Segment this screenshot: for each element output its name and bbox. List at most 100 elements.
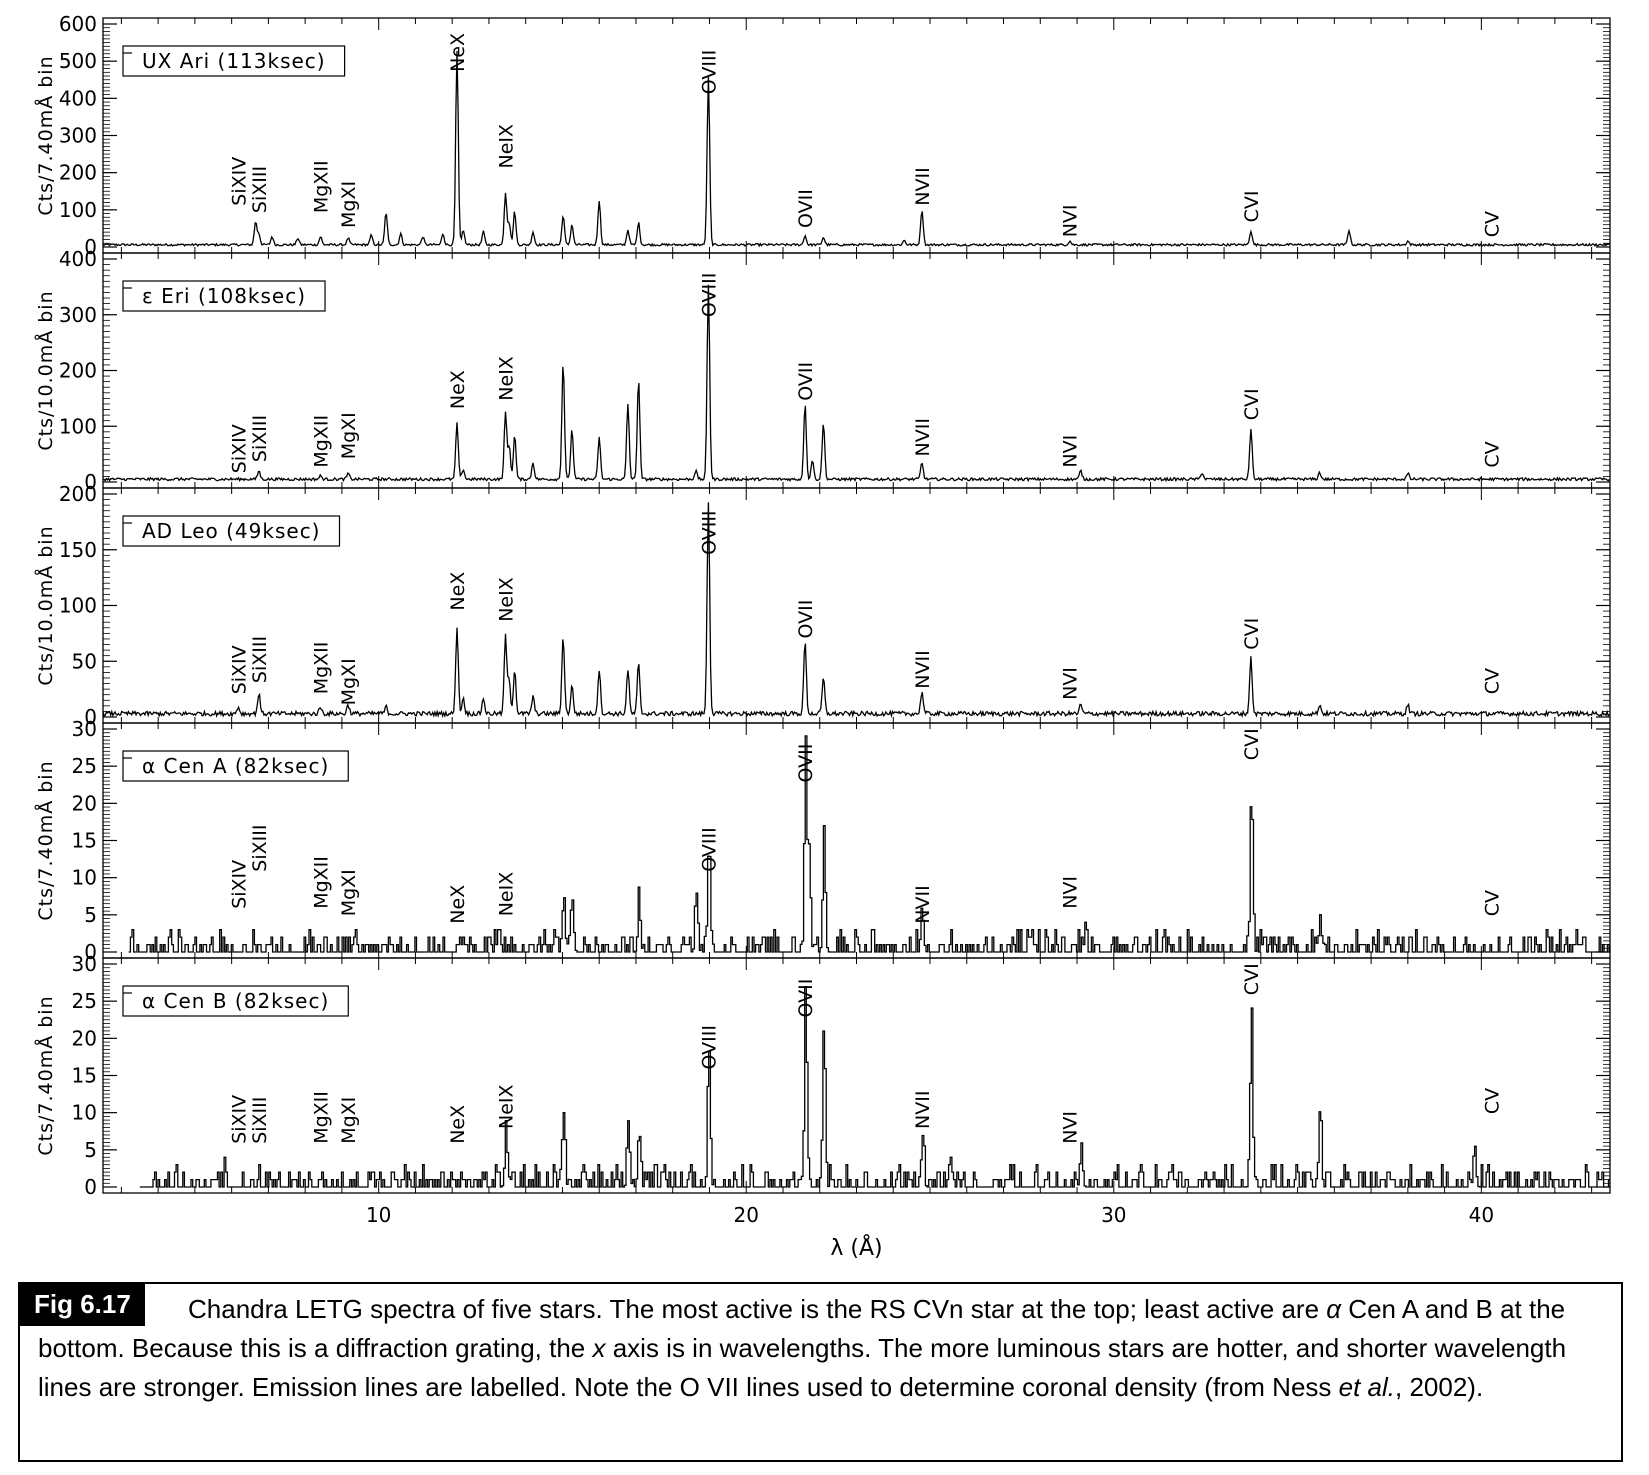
- line-label: NVI: [1059, 876, 1081, 909]
- legend-box: [122, 45, 346, 77]
- line-label: NVII: [912, 650, 934, 688]
- y-tick-label: 100: [59, 198, 97, 222]
- line-label: NeX: [447, 370, 469, 409]
- x-tick-label: 30: [1101, 1203, 1126, 1227]
- y-tick-label: 0: [84, 235, 97, 259]
- line-label: MgXII: [311, 642, 333, 695]
- y-tick-label: 10: [72, 1101, 97, 1125]
- line-label: OVII: [795, 744, 817, 783]
- line-label: OVII: [795, 362, 817, 401]
- line-label: OVII: [795, 189, 817, 228]
- spectrum-trace: [139, 985, 1611, 1188]
- caption-text: Chandra LETG spectra of five stars. The …: [38, 1294, 1567, 1402]
- line-label: NVII: [912, 418, 934, 456]
- y-tick-label: 400: [59, 86, 97, 110]
- line-label: MgXII: [311, 160, 333, 213]
- line-label: MgXI: [338, 181, 360, 228]
- y-tick-label: 30: [72, 952, 97, 976]
- line-label: CV: [1481, 668, 1503, 694]
- y-tick-label: 5: [84, 1138, 97, 1162]
- y-tick-label: 20: [72, 1026, 97, 1050]
- line-label: NeIX: [496, 124, 518, 169]
- panel-4: 0 5 10 15 20 25 30 Cts/7.40mÅ bin α Cen A (82kse…: [34, 717, 1611, 964]
- line-label: SiXIV: [228, 424, 250, 473]
- legend-label: UX Ari (113ksec): [142, 49, 326, 73]
- line-label: NeIX: [496, 1084, 518, 1129]
- spectrum-trace: [102, 50, 1610, 248]
- legend-box: [122, 750, 349, 782]
- line-label: SiXIV: [228, 1095, 250, 1144]
- y-tick-label: 10: [72, 866, 97, 890]
- line-label: NeIX: [496, 872, 518, 917]
- legend-label: ε Eri (108ksec): [142, 284, 306, 308]
- figure-number: Fig 6.17: [20, 1284, 145, 1326]
- y-tick-label: 400: [59, 247, 97, 271]
- line-label: OVII: [795, 600, 817, 639]
- line-label: SiXIII: [249, 1097, 271, 1144]
- line-label: CVI: [1241, 618, 1263, 650]
- line-label: NeX: [447, 885, 469, 924]
- line-label: CV: [1481, 1088, 1503, 1114]
- y-axis-label: Cts/7.40mÅ bin: [34, 760, 57, 920]
- line-label: SiXIII: [249, 166, 271, 213]
- line-label: NeX: [447, 572, 469, 611]
- y-tick-label: 25: [72, 754, 97, 778]
- line-label: OVIII: [698, 50, 720, 94]
- y-tick-label: 150: [59, 538, 97, 562]
- line-label: NVI: [1059, 667, 1081, 700]
- legend-label: α Cen B (82ksec): [142, 989, 329, 1013]
- line-label: MgXII: [311, 856, 333, 909]
- line-label: NVII: [912, 167, 934, 205]
- y-tick-label: 5: [84, 903, 97, 927]
- y-tick-label: 200: [59, 482, 97, 506]
- line-label: NeIX: [496, 356, 518, 401]
- y-tick-label: 30: [72, 717, 97, 741]
- y-tick-label: 0: [84, 470, 97, 494]
- legend-label: AD Leo (49ksec): [142, 519, 321, 543]
- panel-legend: α Cen A (82ksec): [122, 750, 349, 782]
- y-tick-label: 15: [72, 829, 97, 853]
- panel-5: 0 5 10 15 20 25 30 Cts/7.40mÅ bin α Cen B (82kse…: [34, 952, 1611, 1199]
- y-tick-label: 300: [59, 124, 97, 148]
- line-label: NVI: [1059, 1111, 1081, 1144]
- line-label: OVIII: [698, 827, 720, 871]
- line-label: CV: [1481, 441, 1503, 467]
- y-axis-label: Cts/10.0mÅ bin: [34, 525, 57, 685]
- y-tick-label: 100: [59, 594, 97, 618]
- line-label: NeIX: [496, 577, 518, 622]
- x-tick-label: 40: [1469, 1203, 1494, 1227]
- y-axis-label: Cts/10.0mÅ bin: [34, 290, 57, 450]
- y-tick-label: 25: [72, 989, 97, 1013]
- x-tick-label: 20: [734, 1203, 759, 1227]
- x-tick-label: 10: [366, 1203, 391, 1227]
- spectrum-trace: [102, 284, 1610, 483]
- line-label: CV: [1481, 211, 1503, 237]
- line-label: OVIII: [698, 273, 720, 317]
- line-label: MgXI: [338, 658, 360, 705]
- y-tick-label: 200: [59, 161, 97, 185]
- panel-legend: α Cen B (82ksec): [122, 985, 349, 1017]
- panel-legend: ε Eri (108ksec): [122, 280, 326, 312]
- line-label: NVII: [912, 1091, 934, 1129]
- legend-box: [122, 280, 326, 312]
- y-tick-label: 500: [59, 49, 97, 73]
- legend-label: α Cen A (82ksec): [142, 754, 329, 778]
- y-axis-label: Cts/7.40mÅ bin: [34, 55, 57, 215]
- line-label: NVI: [1059, 435, 1081, 468]
- line-label: NeX: [447, 33, 469, 72]
- y-tick-label: 300: [59, 303, 97, 327]
- spectrum-trace: [102, 502, 1610, 719]
- line-label: CV: [1481, 890, 1503, 916]
- y-tick-label: 20: [72, 791, 97, 815]
- line-label: MgXII: [311, 1091, 333, 1144]
- legend-box: [122, 515, 341, 547]
- line-label: SiXIV: [228, 645, 250, 694]
- y-tick-label: 0: [84, 940, 97, 964]
- y-tick-label: 600: [59, 12, 97, 36]
- line-label: NVII: [912, 885, 934, 923]
- line-label: SiXIII: [249, 825, 271, 872]
- line-label: SiXIV: [228, 157, 250, 206]
